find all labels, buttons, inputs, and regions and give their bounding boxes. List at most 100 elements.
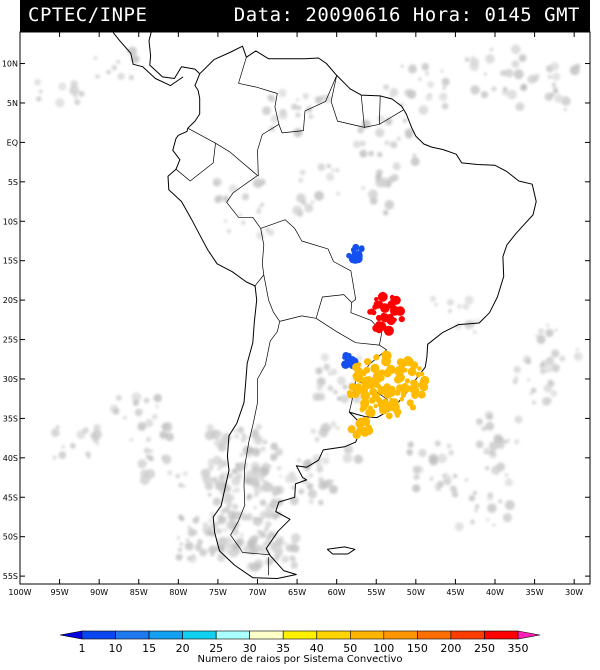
cloud-blob	[194, 543, 202, 552]
lon-tick-label: 55W	[367, 588, 385, 597]
colorbar-value: 30	[243, 642, 257, 655]
cloud-blob	[501, 90, 508, 96]
system-cell	[365, 424, 373, 432]
cloud-blob	[231, 468, 238, 474]
cloud-blob	[293, 128, 303, 138]
cloud-blob	[454, 522, 464, 532]
cloud-blob	[474, 508, 478, 513]
convective-systems	[341, 243, 430, 439]
cloud-blob	[257, 206, 261, 210]
system-cell	[350, 254, 357, 261]
cloud-blob	[375, 128, 385, 138]
cloud-blob	[335, 168, 340, 173]
cloud-blob	[70, 80, 78, 88]
lat-tick-label: 40S	[3, 454, 18, 463]
cloud-blob	[525, 359, 531, 365]
lon-tick-label: 45W	[446, 588, 464, 597]
cloud-blob	[545, 328, 554, 338]
lat-tick-label: 15S	[3, 257, 18, 266]
cloud-blob	[231, 476, 241, 486]
cloud-blob	[208, 518, 213, 523]
cloud-blob	[238, 212, 242, 217]
cloud-blob	[511, 44, 521, 55]
colorbar-value: 25	[209, 642, 223, 655]
cloud-blob	[188, 526, 193, 532]
cloud-blob	[216, 465, 222, 471]
system-cell	[359, 406, 365, 413]
system-cell	[392, 400, 398, 406]
cloud-blob	[290, 544, 300, 553]
cloud-blob	[253, 470, 262, 480]
cloud-blob	[61, 445, 65, 449]
system-cell	[352, 363, 361, 372]
cloud-blob	[267, 94, 274, 101]
cloud-blob	[485, 54, 495, 64]
cloud-blob	[138, 409, 143, 415]
cloud-blob	[325, 452, 329, 456]
cloud-blob	[259, 499, 267, 506]
cloud-blob	[368, 189, 378, 200]
cloud-blob	[143, 397, 150, 404]
cloud-blob	[145, 468, 156, 479]
colorbar-value: 150	[407, 642, 428, 655]
lon-tick-label: 80W	[169, 588, 187, 597]
cloud-blob	[69, 85, 80, 96]
cloud-blob	[202, 527, 209, 533]
cloud-blob	[137, 459, 147, 469]
system-cell	[407, 367, 417, 377]
cloud-blob	[197, 539, 203, 545]
cloud-blob	[245, 470, 254, 479]
cloud-blob	[260, 446, 266, 452]
cloud-blob	[575, 347, 579, 351]
system-cell	[394, 366, 405, 377]
cloud-blob	[400, 64, 404, 68]
cloud-blob	[51, 428, 60, 438]
cloud-blob	[330, 421, 337, 428]
system-cell	[352, 430, 361, 439]
system-cell	[359, 245, 365, 251]
cloud-blob	[330, 368, 338, 376]
cloud-blob	[252, 178, 263, 189]
colorbar-max-arrow	[517, 630, 541, 640]
cloud-blob	[518, 54, 527, 62]
cloud-blob	[220, 508, 227, 514]
cloud-blob	[527, 74, 537, 84]
cloud-blob	[184, 541, 194, 551]
cloud-blob	[551, 82, 557, 88]
system-cell	[396, 358, 405, 367]
cloud-blob	[305, 106, 313, 113]
cloud-blob	[270, 115, 279, 123]
cloud-blob	[539, 368, 547, 375]
cloud-blob	[223, 433, 232, 442]
cloud-blob	[36, 96, 42, 102]
lat-tick-label: 10N	[2, 60, 18, 69]
system-cell	[374, 297, 379, 302]
system-cell	[417, 366, 422, 371]
cloud-blob	[149, 449, 153, 454]
cloud-blob	[504, 478, 513, 487]
cloud-blob	[485, 421, 495, 431]
system-cell	[354, 376, 360, 382]
cloud-blob	[410, 157, 420, 167]
cloud-blob	[129, 438, 134, 442]
cloud-blob	[217, 514, 225, 522]
cloud-blob	[550, 389, 558, 397]
cloud-blob	[111, 64, 118, 71]
cloud-blob	[550, 62, 560, 71]
cloud-blob	[207, 458, 216, 467]
cloud-blob	[483, 447, 491, 455]
cloud-blob	[540, 362, 545, 367]
lat-tick-label: 45S	[3, 493, 18, 502]
cloud-blob	[178, 482, 183, 488]
system-cell	[385, 412, 393, 420]
cloud-blob	[240, 437, 246, 443]
cloud-blob	[504, 473, 509, 477]
cloud-blob	[357, 126, 364, 134]
cloud-blob	[328, 484, 338, 494]
cloud-blob	[260, 485, 265, 490]
cloud-blob	[206, 424, 214, 432]
lat-tick-label: 35S	[3, 414, 18, 423]
system-cell	[371, 310, 377, 316]
cloud-blob	[513, 69, 524, 80]
system-cell	[419, 379, 425, 385]
